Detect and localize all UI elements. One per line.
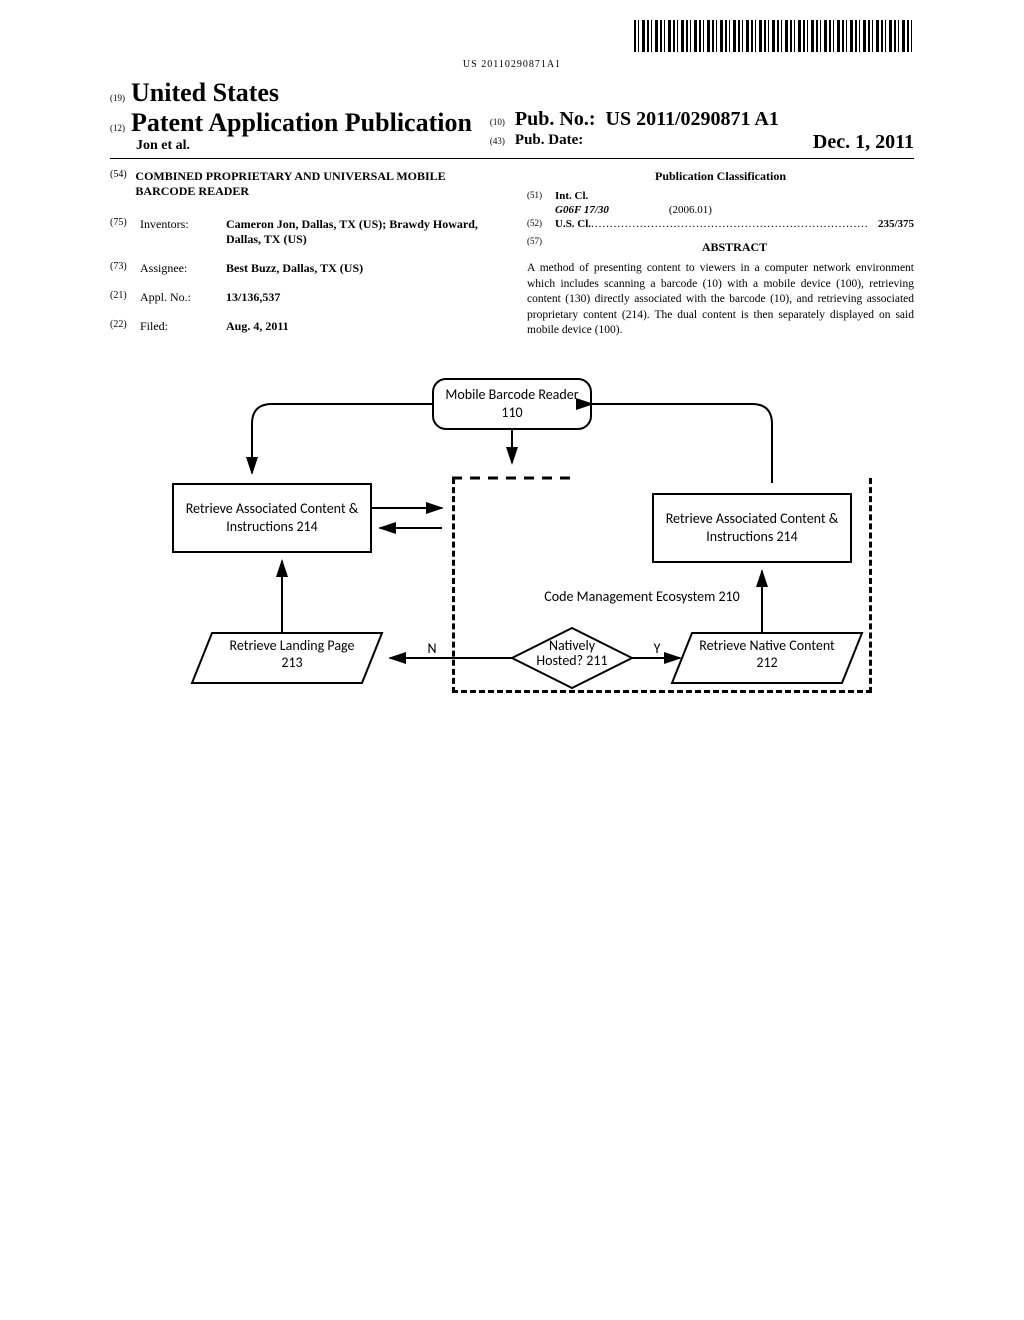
classification-header: Publication Classification: [527, 169, 914, 184]
code-intcl: (51): [527, 190, 555, 202]
invention-title: COMBINED PROPRIETARY AND UNIVERSAL MOBIL…: [135, 169, 497, 199]
label-n: N: [422, 640, 442, 657]
code-abstract: (57): [527, 236, 555, 259]
code-inventors: (75): [110, 217, 140, 247]
code-applno: (21): [110, 290, 140, 305]
uscl-label: U.S. Cl.: [555, 218, 591, 230]
code-title: (54): [110, 169, 135, 199]
code-filed: (22): [110, 319, 140, 334]
doc-type: Patent Application Publication: [131, 108, 472, 138]
intcl-label: Int. Cl.: [555, 190, 588, 202]
node-reader-label: Mobile Barcode Reader 110: [440, 386, 584, 422]
barcode-region: US 20110290871A1: [110, 20, 914, 70]
node-landing: Retrieve Landing Page 213: [222, 638, 362, 672]
pubno-value: US 2011/0290871 A1: [606, 108, 779, 130]
filed-value: Aug. 4, 2011: [226, 319, 497, 334]
ecosystem-label: Code Management Ecosystem 210: [532, 588, 752, 605]
pubdate-value: Dec. 1, 2011: [813, 131, 914, 154]
assignee-value: Best Buzz, Dallas, TX (US): [226, 261, 497, 276]
applno-value: 13/136,537: [226, 290, 497, 305]
barcode-graphic: [634, 20, 914, 52]
biblio-section: (54) COMBINED PROPRIETARY AND UNIVERSAL …: [110, 169, 914, 348]
pubno-label: Pub. No.:: [515, 108, 596, 130]
code-country: (19): [110, 93, 125, 103]
inventors-value: Cameron Jon, Dallas, TX (US); Brawdy How…: [226, 217, 497, 247]
code-pubno: (10): [490, 117, 505, 127]
abstract-text: A method of presenting content to viewer…: [527, 261, 914, 339]
code-pubdate: (43): [490, 136, 505, 146]
node-native: Retrieve Native Content 212: [697, 638, 837, 672]
intcl-date: (2006.01): [669, 204, 712, 216]
code-uscl: (52): [527, 218, 555, 230]
node-assoc-left-label: Retrieve Associated Content & Instructio…: [180, 500, 364, 536]
uscl-value: 235/375: [878, 218, 914, 230]
node-assoc-right-label: Retrieve Associated Content & Instructio…: [660, 510, 844, 546]
label-y: Y: [647, 640, 667, 657]
node-hosted: Natively Hosted? 211: [532, 638, 612, 669]
code-doc: (12): [110, 123, 125, 133]
header-block: (19) United States (12) Patent Applicati…: [110, 78, 914, 159]
inventors-label: Inventors:: [140, 217, 226, 247]
intcl-class: G06F 17/30: [555, 204, 609, 216]
assignee-label: Assignee:: [140, 261, 226, 276]
filed-label: Filed:: [140, 319, 226, 334]
pubdate-label: Pub. Date:: [515, 132, 583, 148]
flowchart-diagram: Mobile Barcode Reader 110 .dashed-contai…: [152, 378, 872, 758]
node-assoc-right: Retrieve Associated Content & Instructio…: [652, 493, 852, 563]
abstract-header: ABSTRACT: [555, 240, 914, 255]
applno-label: Appl. No.:: [140, 290, 226, 305]
uscl-dots: [591, 218, 878, 230]
node-reader: Mobile Barcode Reader 110: [432, 378, 592, 430]
country-label: United States: [131, 78, 279, 108]
authors-line: Jon et al.: [136, 138, 472, 154]
barcode-number: US 20110290871A1: [110, 59, 914, 70]
code-assignee: (73): [110, 261, 140, 276]
node-assoc-left: Retrieve Associated Content & Instructio…: [172, 483, 372, 553]
